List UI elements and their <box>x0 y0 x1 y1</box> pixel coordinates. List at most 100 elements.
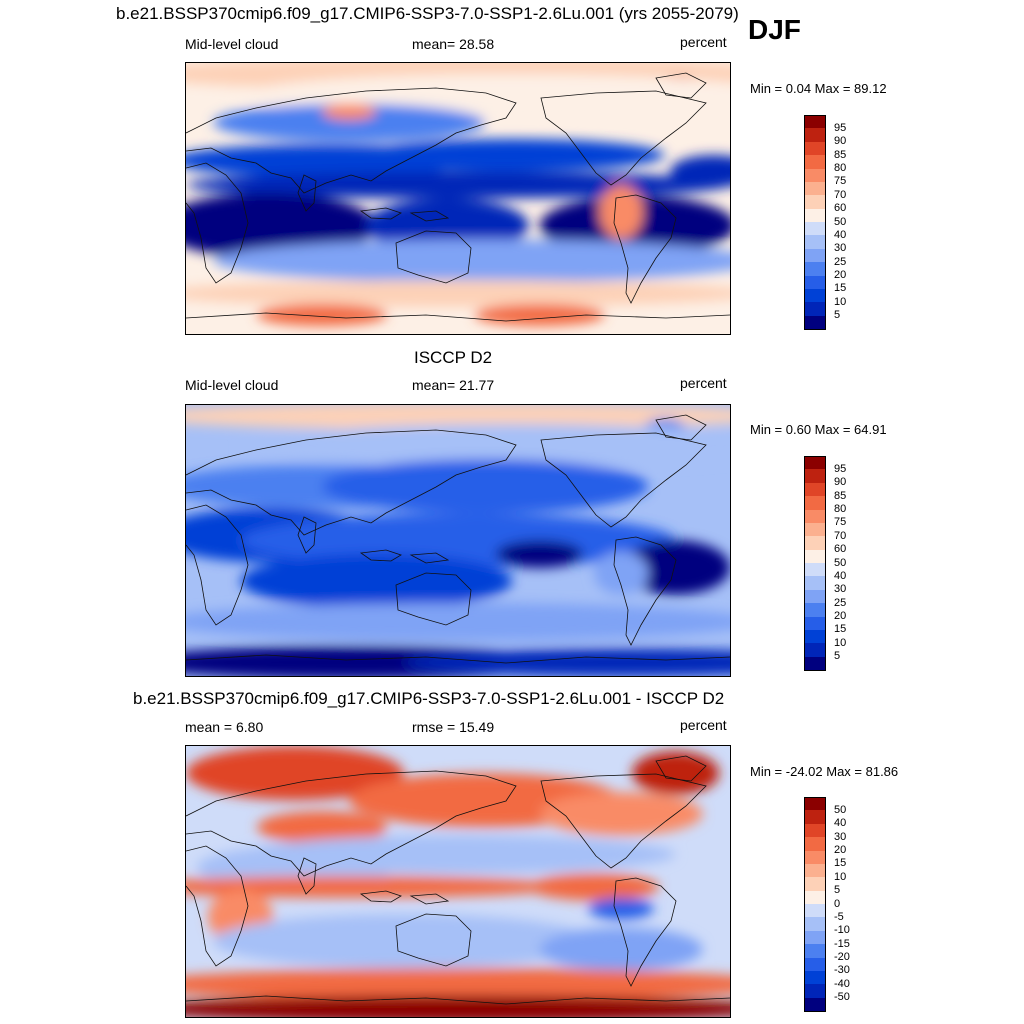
colorbar-label: 40 <box>834 228 847 241</box>
colorbar-swatch <box>804 115 826 129</box>
colorbar-swatch <box>804 141 826 156</box>
field-region <box>256 811 388 844</box>
variable-label: Mid-level cloud <box>185 36 279 52</box>
colorbar-label: 20 <box>834 269 847 281</box>
mean-label: mean= 21.77 <box>412 377 495 393</box>
colorbar-swatch <box>804 262 826 276</box>
field-region <box>256 304 388 326</box>
colorbar-swatch <box>804 850 826 865</box>
field-region <box>186 193 377 259</box>
difference-map <box>185 745 731 1018</box>
colorbar-swatch <box>804 797 826 811</box>
colorbar-label: 25 <box>834 255 847 268</box>
field-region <box>213 914 594 969</box>
coastlines <box>186 414 730 664</box>
colorbar-label: 5 <box>834 650 841 663</box>
coastline <box>395 230 472 284</box>
colorbar-swatch <box>804 522 826 537</box>
field-region <box>599 184 643 240</box>
colorbar-swatch <box>804 155 826 169</box>
field-region <box>186 279 730 307</box>
min-max-label: Min = 0.60 Max = 64.91 <box>750 422 887 437</box>
colorbar-swatch <box>804 536 826 551</box>
coastline <box>655 72 707 99</box>
coastline <box>395 913 472 967</box>
colorbar-swatch <box>804 482 826 497</box>
contour-field <box>186 63 730 334</box>
colorbar-swatch <box>804 957 826 972</box>
colorbar-label: 15 <box>834 282 847 295</box>
colorbar-swatch <box>804 469 826 484</box>
colorbar-label: 25 <box>834 596 847 609</box>
colorbar-label: 70 <box>834 188 847 201</box>
colorbar-swatch <box>804 222 826 236</box>
coastline <box>359 549 402 562</box>
colorbar-label: 10 <box>834 295 847 308</box>
colorbar-label: -30 <box>834 964 850 977</box>
min-max-label: Min = 0.04 Max = 89.12 <box>750 81 887 96</box>
coastline <box>409 552 450 564</box>
coastline <box>613 536 677 646</box>
colorbar-label: 10 <box>834 636 847 649</box>
field-region <box>186 876 567 898</box>
field-region <box>588 897 654 920</box>
colorbar-swatch <box>804 248 826 263</box>
colorbar: 95 90 85 80 75 70 60 50 40 30 25 20 15 10 5 <box>804 115 864 330</box>
colorbar-label: 5 <box>834 309 841 322</box>
field-region <box>322 103 377 120</box>
colorbar-swatch <box>804 603 826 617</box>
colorbar-swatch <box>804 168 826 183</box>
coastline <box>540 432 707 528</box>
mean-label: mean = 6.80 <box>185 719 264 735</box>
colorbar-label: 80 <box>834 503 847 515</box>
colorbar-label: 85 <box>834 148 847 161</box>
mean-label: mean= 28.58 <box>412 36 495 52</box>
colorbar-label: 90 <box>834 476 847 489</box>
season-label: DJF <box>748 14 801 45</box>
field-region <box>496 540 584 568</box>
coastlines <box>186 72 730 322</box>
colorbar-swatch <box>804 890 826 905</box>
colorbar-label: -40 <box>834 977 850 990</box>
field-region <box>186 746 404 801</box>
colorbar-swatch <box>804 904 826 918</box>
colorbar-label: 80 <box>834 162 847 174</box>
coastline <box>395 572 472 626</box>
colorbar-label: 15 <box>834 857 847 870</box>
colorbar-swatch <box>804 997 826 1012</box>
colorbar-swatch <box>804 128 826 143</box>
colorbar-swatch <box>804 930 826 945</box>
coastline <box>297 174 317 212</box>
field-region <box>528 873 660 901</box>
field-region <box>360 138 665 172</box>
coastline <box>186 312 730 322</box>
colorbar-label: 75 <box>834 175 847 188</box>
field-region <box>621 540 730 595</box>
colorbar-swatch <box>804 208 826 223</box>
colorbar-label: 5 <box>834 884 841 897</box>
coastline <box>359 890 402 903</box>
colorbar-label: 85 <box>834 489 847 502</box>
colorbar-swatch <box>804 616 826 631</box>
colorbar-swatch <box>804 656 826 671</box>
colorbar-swatch <box>804 877 826 892</box>
coastline <box>186 429 517 536</box>
colorbar-label: 50 <box>834 803 847 816</box>
colorbar-swatch <box>804 456 826 470</box>
field-region <box>670 155 730 188</box>
field-region <box>594 551 649 595</box>
colorbar-swatch <box>804 944 826 958</box>
field-region <box>186 602 730 641</box>
colorbar-label: -20 <box>834 951 850 963</box>
field-region <box>240 554 513 609</box>
coastline <box>186 654 730 664</box>
field-region <box>186 171 730 199</box>
coastline <box>613 877 677 987</box>
coastline <box>186 995 730 1005</box>
colorbar-label: 10 <box>834 870 847 883</box>
colorbar-label: -10 <box>834 924 850 937</box>
colorbar-swatch <box>804 917 826 932</box>
colorbar-swatch <box>804 496 826 510</box>
coastline <box>186 162 249 284</box>
colorbar-label: 20 <box>834 610 847 622</box>
